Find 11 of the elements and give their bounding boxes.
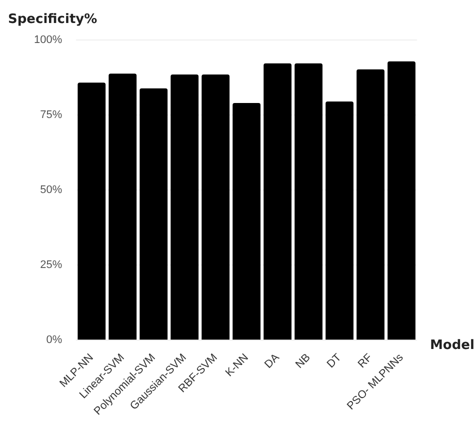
y-tick-label: 25%	[40, 259, 62, 272]
x-tick-label: NB	[294, 352, 313, 371]
y-axis-title: Specificity%	[8, 12, 98, 27]
x-tick-label: DA	[262, 351, 282, 371]
x-tick-label: DT	[324, 351, 344, 370]
y-tick-label: 75%	[40, 109, 62, 122]
y-tick-label: 100%	[34, 34, 62, 46]
x-axis-title: Model	[430, 338, 474, 353]
y-tick-label: 0%	[46, 334, 62, 346]
x-tick-label: RF	[356, 351, 375, 370]
y-tick-label: 50%	[40, 184, 62, 196]
